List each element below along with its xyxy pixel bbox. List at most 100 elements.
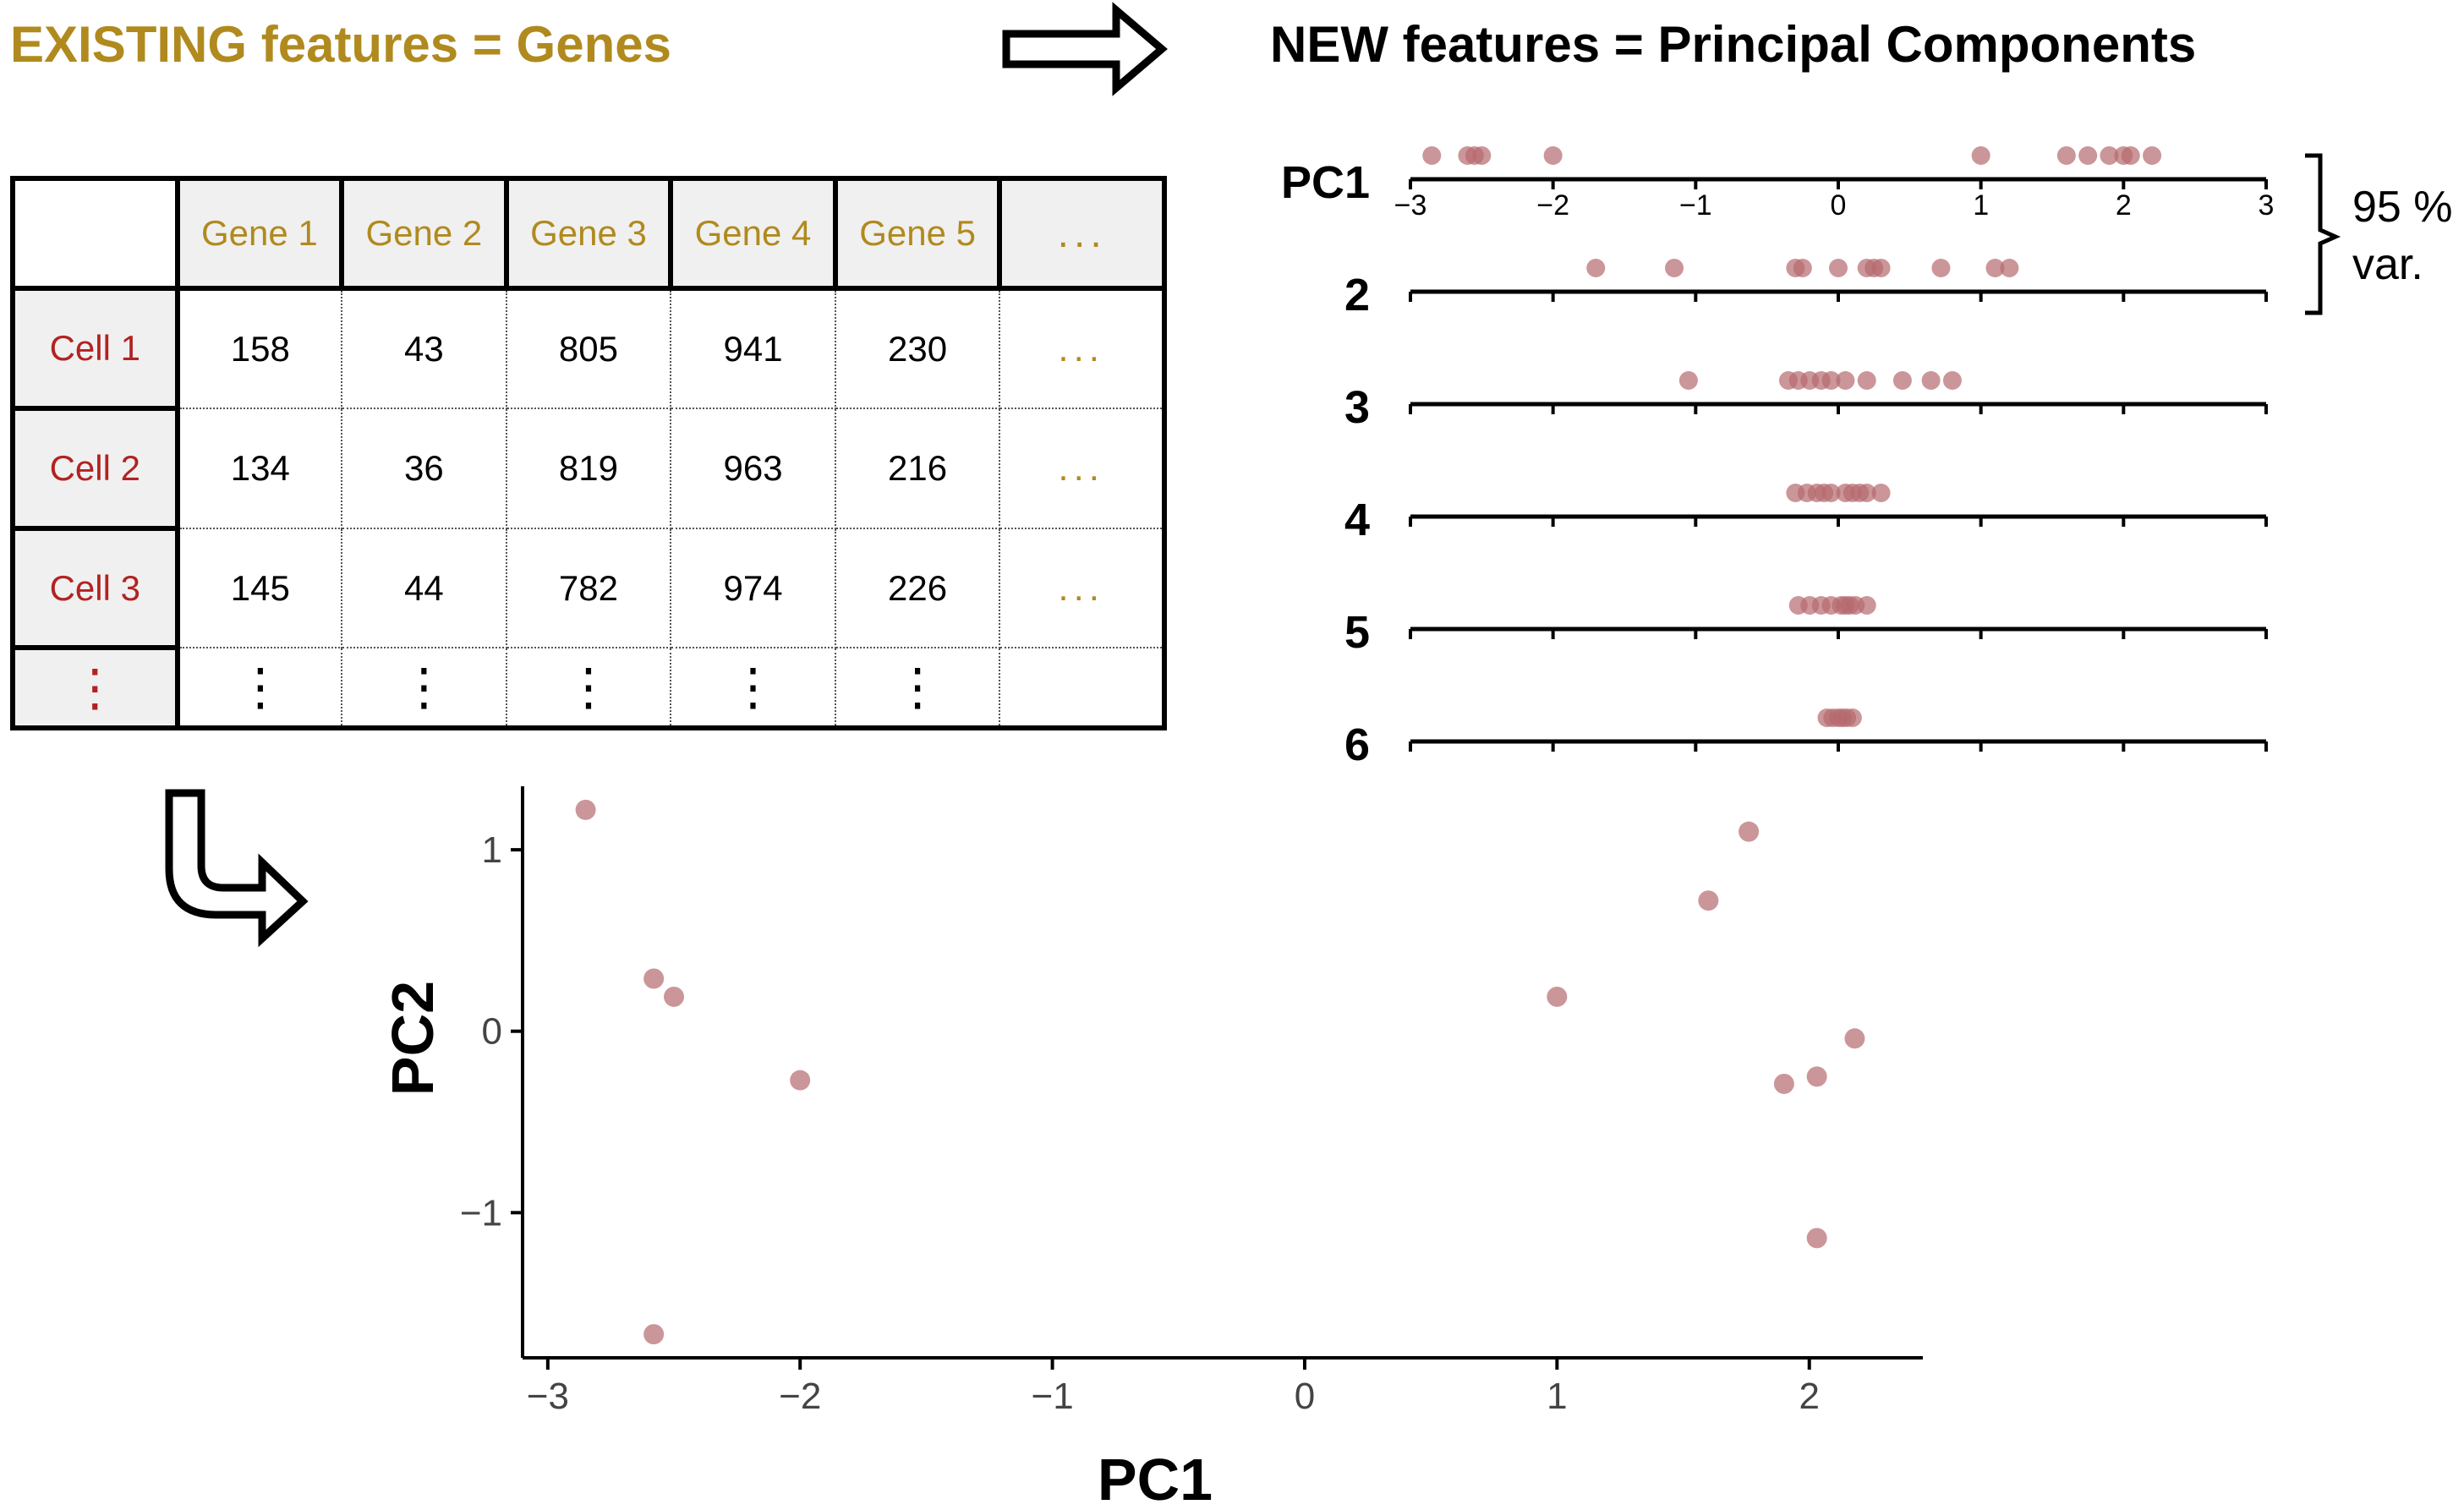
scatter-point	[1806, 1228, 1827, 1249]
strip-point	[1843, 484, 1862, 502]
strip-point	[1931, 259, 1951, 277]
strip-point	[1543, 146, 1563, 165]
strip-point	[1786, 259, 1805, 277]
table-cell-more	[999, 647, 1165, 729]
strip-point	[2056, 146, 2076, 165]
x-tick-label: 1	[1547, 1376, 1567, 1417]
x-tick-label: 2	[1799, 1376, 1819, 1417]
y-tick-label: 1	[482, 829, 502, 871]
variance-label-line1: 95 %	[2352, 183, 2453, 232]
strip-point	[1832, 596, 1851, 615]
scatter-point	[643, 1324, 665, 1345]
strip-point	[1857, 596, 1876, 615]
table-corner-cell	[10, 176, 180, 291]
strip-point	[1821, 484, 1841, 502]
strip-point	[1843, 708, 1862, 727]
table-cell: ⋮	[176, 647, 343, 729]
table-row: Cell 1 158 43 805 941 230 ...	[10, 286, 1165, 411]
scatter-point	[1547, 986, 1568, 1007]
row-header: Cell 1	[10, 286, 180, 411]
scatter-point	[664, 986, 685, 1007]
strip-point	[1807, 484, 1826, 502]
strip-point	[1850, 484, 1870, 502]
strip-point	[2000, 259, 2019, 277]
table-row: Cell 3 145 44 782 974 226 ...	[10, 525, 1165, 651]
y-tick-label: −1	[460, 1192, 502, 1234]
strip-tick-label: 3	[2259, 189, 2275, 222]
strip-point	[2114, 146, 2133, 165]
table-cell: 819	[505, 407, 672, 529]
x-tick-label: −2	[779, 1376, 821, 1417]
strip-axis-label: 4	[1344, 495, 1370, 545]
strip-point	[2121, 146, 2140, 165]
strip-point	[1788, 371, 1808, 390]
strip-point	[2143, 146, 2162, 165]
strip-point	[1815, 484, 1834, 502]
strip-point	[1857, 371, 1876, 390]
gene-expression-table: Gene 1 Gene 2 Gene 3 Gene 4 Gene 5 ... C…	[10, 176, 1167, 730]
table-header-row: Gene 1 Gene 2 Gene 3 Gene 4 Gene 5 ...	[10, 176, 1167, 291]
column-header: Gene 1	[174, 176, 345, 291]
strip-point	[1833, 708, 1853, 727]
strip-tick-label: −1	[1679, 189, 1712, 222]
strip-point	[1871, 259, 1891, 277]
table-cell: 134	[176, 407, 343, 529]
scatter-point	[1806, 1066, 1827, 1087]
strip-point	[1422, 146, 1442, 165]
strip-point	[1797, 484, 1816, 502]
strip-point	[1942, 371, 1962, 390]
table-cell: 941	[670, 287, 836, 409]
strip-point	[1811, 596, 1831, 615]
table-cell: 216	[834, 407, 1001, 529]
strip-point	[1817, 708, 1837, 727]
strip-point	[1836, 596, 1855, 615]
strip-point	[1921, 371, 1941, 390]
existing-features-title: EXISTING features = Genes	[10, 16, 671, 73]
row-header: Cell 2	[10, 405, 180, 531]
strip-tick-label: 2	[2116, 189, 2132, 222]
table-row: ⋮ ⋮ ⋮ ⋮ ⋮ ⋮	[10, 645, 1165, 730]
strip-point	[1829, 259, 1848, 277]
strip-tick-label: −3	[1394, 189, 1427, 222]
bent-arrow-icon	[165, 789, 309, 948]
strip-point	[1821, 371, 1841, 390]
strip-point	[1678, 371, 1698, 390]
row-header: Cell 3	[10, 525, 180, 651]
new-features-title: NEW features = Principal Components	[1270, 16, 2197, 73]
strip-point	[1985, 259, 2005, 277]
x-tick-label: 0	[1295, 1376, 1315, 1417]
strip-axis-label: 6	[1344, 719, 1370, 770]
table-cell: ⋮	[670, 647, 836, 729]
strip-axis-label: PC1	[1281, 157, 1370, 208]
strip-point	[1836, 371, 1855, 390]
x-tick-label: −1	[1032, 1376, 1074, 1417]
strip-point	[1778, 371, 1798, 390]
strip-point	[1821, 596, 1841, 615]
scatter-point	[1698, 890, 1719, 911]
x-tick-label: −3	[527, 1376, 569, 1417]
strip-point	[1823, 708, 1843, 727]
scatter-point	[1738, 821, 1760, 842]
strip-point	[1846, 596, 1865, 615]
table-cell: 43	[341, 287, 507, 409]
strip-point	[1586, 259, 1606, 277]
table-cell: 963	[670, 407, 836, 529]
strip-point	[1871, 484, 1891, 502]
strip-point	[1837, 708, 1857, 727]
scatter-point	[643, 968, 665, 989]
strip-point	[1458, 146, 1477, 165]
strip-point	[1811, 371, 1831, 390]
strip-point	[1840, 596, 1859, 615]
table-row: Cell 2 134 36 819 963 216 ...	[10, 405, 1165, 531]
scatter-point	[575, 799, 596, 820]
column-header: Gene 4	[668, 176, 838, 291]
strip-point	[1665, 259, 1684, 277]
x-axis-title: PC1	[1098, 1447, 1213, 1510]
table-cell: 44	[341, 527, 507, 649]
table-cell-more: ...	[999, 407, 1165, 529]
table-cell: 782	[505, 527, 672, 649]
table-cell: ⋮	[834, 647, 1001, 729]
variance-label-line2: var.	[2352, 240, 2423, 289]
table-cell: 226	[834, 527, 1001, 649]
column-header-more: ...	[997, 176, 1167, 291]
